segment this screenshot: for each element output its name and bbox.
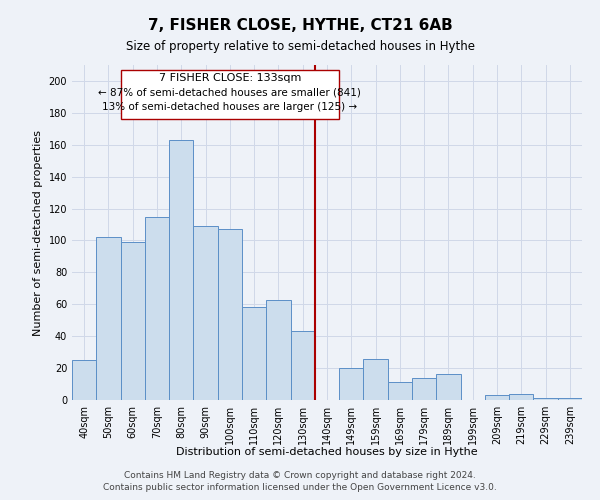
Text: ← 87% of semi-detached houses are smaller (841): ← 87% of semi-detached houses are smalle… xyxy=(98,88,361,98)
Bar xyxy=(533,398,558,400)
Bar xyxy=(509,394,533,400)
Bar xyxy=(266,300,290,400)
Y-axis label: Number of semi-detached properties: Number of semi-detached properties xyxy=(33,130,43,336)
Text: Size of property relative to semi-detached houses in Hythe: Size of property relative to semi-detach… xyxy=(125,40,475,53)
Bar xyxy=(485,395,509,400)
Bar xyxy=(72,360,96,400)
Bar xyxy=(121,242,145,400)
Bar xyxy=(145,216,169,400)
Bar xyxy=(96,238,121,400)
Text: 7, FISHER CLOSE, HYTHE, CT21 6AB: 7, FISHER CLOSE, HYTHE, CT21 6AB xyxy=(148,18,452,32)
Bar xyxy=(339,368,364,400)
Text: 7 FISHER CLOSE: 133sqm: 7 FISHER CLOSE: 133sqm xyxy=(158,73,301,83)
Bar xyxy=(412,378,436,400)
Bar xyxy=(169,140,193,400)
Bar xyxy=(436,374,461,400)
Bar xyxy=(290,332,315,400)
Bar xyxy=(242,308,266,400)
Bar xyxy=(193,226,218,400)
Text: Contains public sector information licensed under the Open Government Licence v3: Contains public sector information licen… xyxy=(103,484,497,492)
X-axis label: Distribution of semi-detached houses by size in Hythe: Distribution of semi-detached houses by … xyxy=(176,447,478,457)
Bar xyxy=(364,358,388,400)
Bar xyxy=(558,398,582,400)
Text: 13% of semi-detached houses are larger (125) →: 13% of semi-detached houses are larger (… xyxy=(102,102,358,112)
Bar xyxy=(388,382,412,400)
FancyBboxPatch shape xyxy=(121,70,339,119)
Text: Contains HM Land Registry data © Crown copyright and database right 2024.: Contains HM Land Registry data © Crown c… xyxy=(124,471,476,480)
Bar xyxy=(218,230,242,400)
